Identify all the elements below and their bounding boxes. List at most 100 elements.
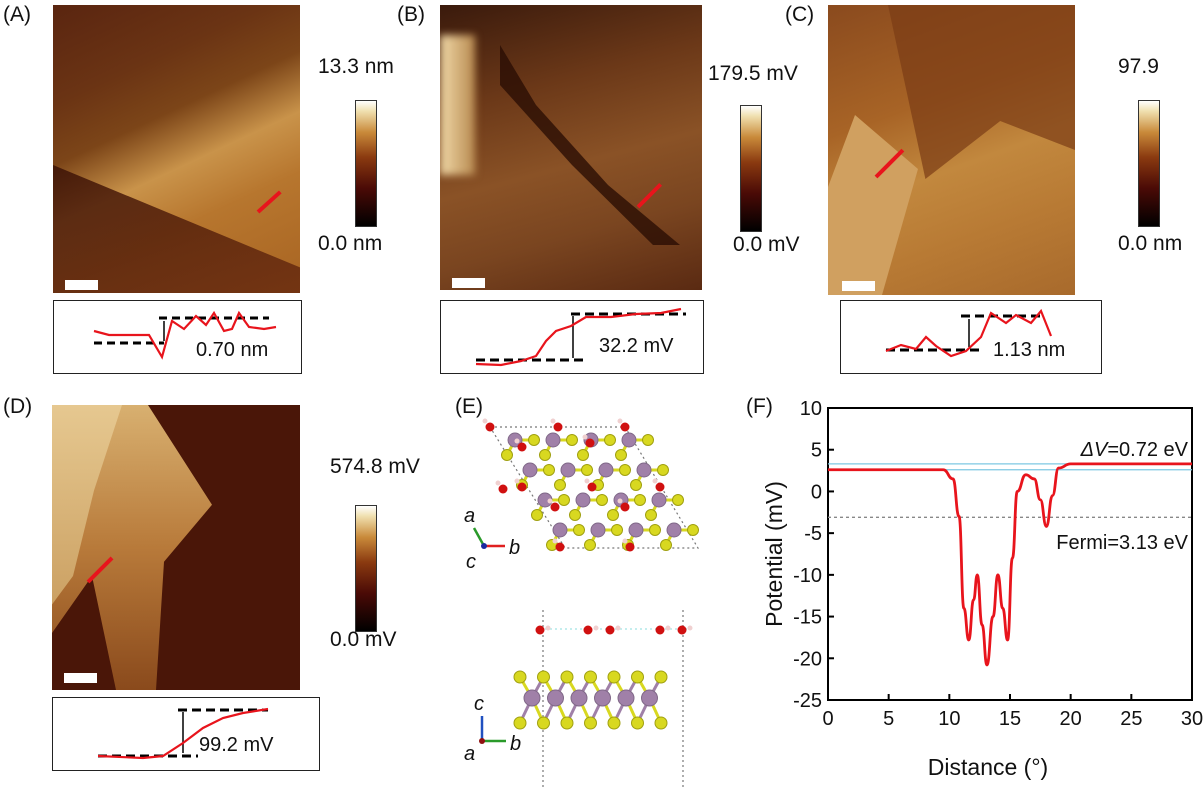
y-tick-label: 0 [811,481,822,503]
y-tick-label: -20 [793,648,822,670]
h-atom [545,625,551,631]
o-atom [587,482,597,492]
s-atom [558,494,570,506]
mo-atom [590,522,606,538]
crystal-structure: a b c c b a [464,418,700,789]
o-atom [517,482,527,492]
afm-topography-image-a [53,5,300,293]
h-atom [615,625,621,631]
x-tick-label: 30 [1181,708,1203,730]
colorbar-b-max: 179.5 mV [708,62,798,85]
mo-atom [651,492,667,508]
potential-curve [828,462,1192,667]
mo-atom [598,462,614,478]
axis-a-label: a [464,743,475,765]
colorbar-d-max: 574.8 mV [330,455,420,478]
axis-c-label: c [466,551,476,573]
s-atom [607,716,621,730]
profile-line-marker [636,182,663,209]
s-atom [513,716,527,730]
mo-atom [617,689,635,707]
afm-topography-image-c [828,5,1075,295]
mo-atom [594,689,611,707]
s-atom [554,479,566,491]
colorbar-c-max: 97.9 [1118,55,1159,78]
s-atom [596,494,608,506]
side-view-structure [513,610,695,789]
h-atom [482,418,488,424]
axis-b-label: b [509,537,520,559]
s-atom [630,479,642,491]
h-atom [617,498,623,504]
s-atom [642,434,654,446]
s-atom [584,716,597,730]
h-atom [622,538,628,544]
s-atom [604,434,616,446]
s-atom [654,716,668,730]
colorbar-d [355,505,377,632]
fermi-annotation: Fermi=3.13 eV [1056,532,1188,554]
axis-c-label: c [474,693,484,715]
s-atom [581,464,593,476]
potential-profile-b: 32.2 mV [440,300,704,374]
h-atom [593,625,599,631]
h-atom [514,438,520,444]
colorbar-d-min: 0.0 mV [330,628,397,651]
s-atom [649,524,661,536]
x-tick-label: 0 [822,708,833,730]
mo-atom [570,689,588,707]
s-atom [531,509,543,521]
delta-v-value: =0.72 eV [1107,439,1188,461]
panel-f-label: (F) [746,395,773,418]
mo-atom [522,462,538,478]
x-tick-label: 25 [1120,708,1142,730]
s-atom [619,464,631,476]
o-atom [498,484,508,494]
side-axes-indicator: c b a [464,693,521,765]
h-atom [582,434,588,440]
o-atom [535,625,545,635]
o-atom [620,422,630,432]
step-height-c: 1.13 nm [993,339,1066,361]
colorbar-a-min: 0.0 nm [318,232,383,255]
s-atom [560,716,574,730]
s-atom [615,449,627,461]
s-atom [528,434,540,446]
o-atom [677,625,687,635]
y-axis-label: Potential (mV) [761,481,787,627]
o-atom [583,625,593,635]
profile-line-marker [256,190,282,214]
h-atom [665,625,671,631]
mo-atom [621,432,637,448]
y-tick-label: 5 [811,440,822,462]
s-atom [657,464,669,476]
x-tick-label: 20 [1060,708,1082,730]
s-atom [611,524,623,536]
mo-atom [523,689,541,707]
s-atom [560,670,574,684]
x-tick-label: 15 [999,708,1021,730]
s-atom [513,670,527,684]
panel-d-label: (D) [3,395,33,418]
colorbar-c-min: 0.0 nm [1118,232,1183,255]
scale-bar [65,280,98,290]
h-atom [617,418,623,424]
delta-v-symbol: ΔV [1080,439,1109,461]
o-atom [605,625,615,635]
panel-a-label: (A) [3,3,31,26]
o-atom [655,482,665,492]
colorbar-b-min: 0.0 mV [733,233,800,256]
s-atom [687,524,699,536]
top-axes-indicator: a b c [464,505,520,573]
axis-a-label: a [464,505,475,527]
top-view-structure [482,418,700,552]
s-atom [631,716,644,730]
o-atom [517,442,527,452]
colorbar-c [1138,100,1160,227]
x-tick-label: 5 [883,708,894,730]
s-atom [584,670,597,684]
colorbar-a [355,100,377,227]
h-atom [550,418,556,424]
y-tick-label: -15 [793,607,822,629]
y-tick-label: -10 [793,565,822,587]
